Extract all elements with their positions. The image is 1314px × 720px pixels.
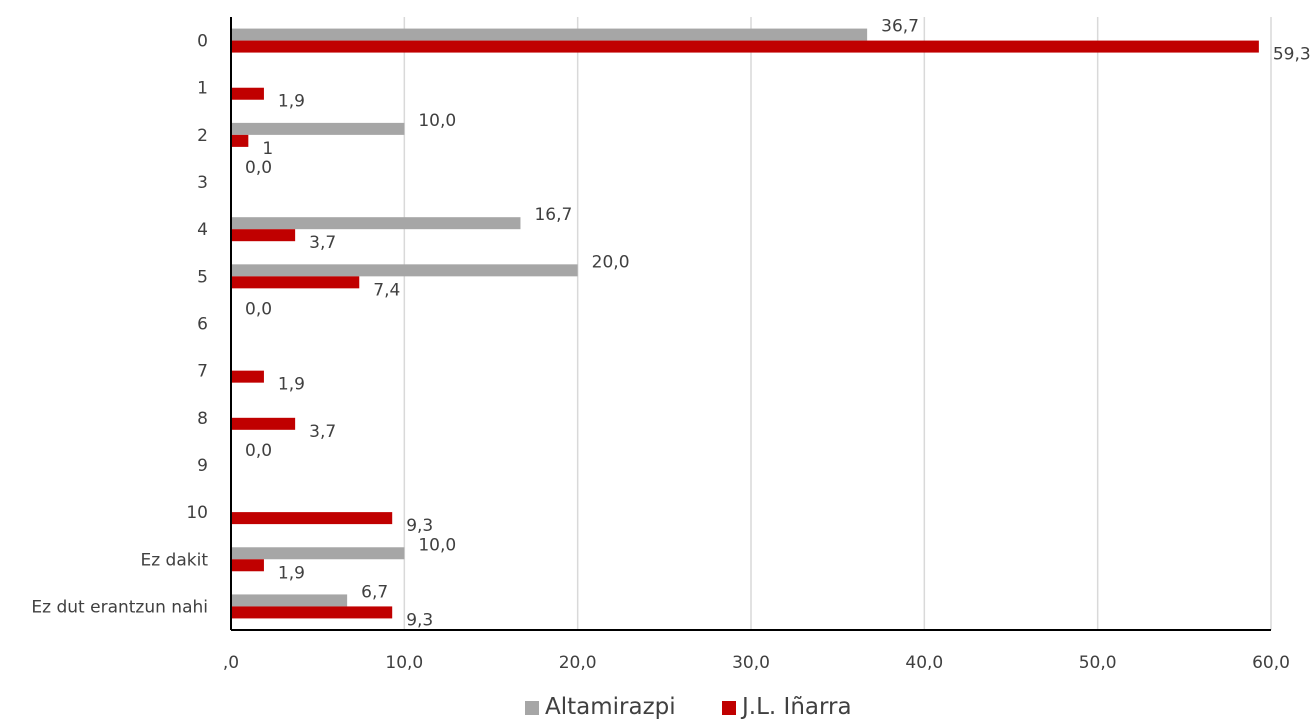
labels: ,0 10,0 20,0 30,0 40,0 50,0 60,0012345678910Ez… <box>31 17 1310 673</box>
x-tick-label: 30,0 <box>732 653 770 673</box>
bar-altamirazpi <box>231 547 405 560</box>
bar-jl-inarra <box>231 40 1259 53</box>
bar-altamirazpi <box>231 217 521 230</box>
x-tick-label: 60,0 <box>1252 653 1290 673</box>
category-label: Ez dakit <box>140 550 208 570</box>
bar-jl-inarra <box>231 87 264 100</box>
legend-label: Altamirazpi <box>545 694 676 720</box>
bar-jl-inarra <box>231 370 264 383</box>
data-label: 6,7 <box>361 582 388 602</box>
data-label: 10,0 <box>418 535 456 555</box>
bar-jl-inarra <box>231 417 296 430</box>
bar-jl-inarra <box>231 559 264 572</box>
data-label: 1 <box>262 139 273 159</box>
category-label: 5 <box>197 267 208 287</box>
category-label: 6 <box>197 315 208 335</box>
bar-altamirazpi <box>231 28 868 41</box>
data-label: 10,0 <box>418 111 456 131</box>
category-label: 1 <box>197 79 208 99</box>
data-label: 3,7 <box>309 233 336 253</box>
data-label: 9,3 <box>406 516 433 536</box>
category-label: 0 <box>197 32 208 52</box>
x-tick-label: 10,0 <box>385 653 423 673</box>
data-label: 59,3 <box>1273 45 1311 65</box>
bar-jl-inarra <box>231 276 360 289</box>
x-tick-label: 40,0 <box>905 653 943 673</box>
category-label: 4 <box>197 220 208 240</box>
bar-altamirazpi <box>231 594 348 607</box>
bars <box>231 28 1259 619</box>
data-label: 1,9 <box>278 563 305 583</box>
data-label: 0,0 <box>245 158 272 178</box>
data-label: 7,4 <box>373 280 400 300</box>
data-label: 9,3 <box>406 610 433 630</box>
data-label: 1,9 <box>278 92 305 112</box>
data-label: 3,7 <box>309 422 336 442</box>
legend: Altamirazpi J.L. Iñarra <box>525 694 852 720</box>
legend-swatch <box>722 701 736 715</box>
category-label: 8 <box>197 409 208 429</box>
data-label: 0,0 <box>245 441 272 461</box>
x-tick-label: 50,0 <box>1079 653 1117 673</box>
legend-label: J.L. Iñarra <box>740 694 852 720</box>
data-label: 36,7 <box>881 17 919 37</box>
bar-jl-inarra <box>231 606 393 619</box>
data-label: 16,7 <box>534 205 572 225</box>
axes <box>230 17 1271 631</box>
x-tick-label: 20,0 <box>559 653 597 673</box>
bar-jl-inarra <box>231 512 393 525</box>
bar-altamirazpi <box>231 122 405 135</box>
bar-jl-inarra <box>231 229 296 242</box>
data-label: 1,9 <box>278 375 305 395</box>
bar-jl-inarra <box>231 134 249 147</box>
category-label: 9 <box>197 456 208 476</box>
category-label: 7 <box>197 362 208 382</box>
bar-altamirazpi <box>231 264 578 277</box>
legend-swatch <box>525 701 539 715</box>
x-tick-label: ,0 <box>223 653 239 673</box>
category-label: 10 <box>186 503 208 523</box>
category-label: 3 <box>197 173 208 193</box>
category-label: Ez dut erantzun nahi <box>31 597 208 617</box>
data-label: 20,0 <box>592 252 630 272</box>
data-label: 0,0 <box>245 300 272 320</box>
gridlines <box>403 17 1272 630</box>
category-label: 2 <box>197 126 208 146</box>
